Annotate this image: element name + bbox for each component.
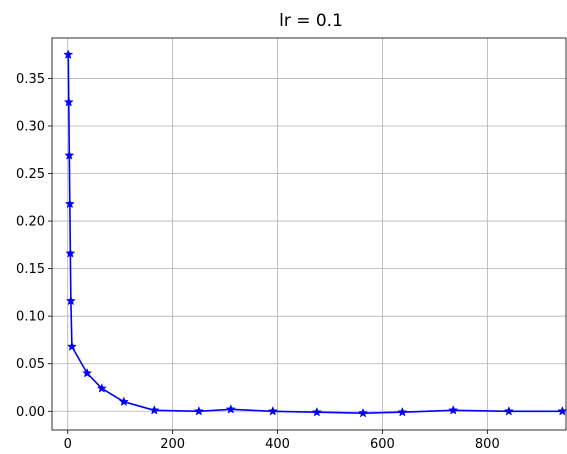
y-tick-label: 0.20: [16, 215, 45, 230]
data-point: [96, 383, 107, 393]
data-point: [149, 405, 160, 415]
data-point: [448, 405, 459, 415]
y-tick-label: 0.05: [16, 357, 45, 372]
x-tick-label: 800: [475, 437, 500, 452]
plot-frame: [51, 37, 567, 431]
y-tick-label: 0.15: [16, 262, 45, 277]
data-point: [267, 405, 278, 416]
data-point: [193, 405, 204, 416]
data-point: [64, 198, 75, 209]
data-point: [358, 407, 369, 418]
x-tick-label: 200: [160, 437, 185, 452]
data-point: [63, 49, 74, 59]
data-point: [65, 295, 76, 306]
y-tick-label: 0.30: [16, 119, 45, 134]
y-tick-label: 0.00: [16, 405, 45, 420]
data-point: [118, 396, 129, 407]
x-tick-label: 0: [64, 437, 72, 452]
y-tick-label: 0.35: [16, 72, 45, 87]
data-point: [397, 406, 408, 417]
axes: 0 200 400 600 800 0.00 0.05 0.10 0.15 0.20 0.25 0.3…: [16, 37, 567, 452]
data-point: [65, 248, 76, 258]
data-point: [63, 96, 74, 107]
data-point: [225, 404, 236, 414]
y-tick-label: 0.25: [16, 167, 45, 182]
data-point: [557, 405, 567, 416]
data-point: [311, 406, 322, 417]
data-point: [503, 405, 514, 416]
series-line: [67, 54, 563, 414]
y-tick-label: 0.10: [16, 310, 45, 325]
data-point: [66, 341, 77, 351]
x-tick-label: 400: [265, 437, 290, 452]
data-point: [64, 150, 75, 160]
data-point: [82, 367, 93, 378]
series-group: [63, 49, 567, 418]
grid-lines: [52, 38, 566, 430]
chart-title: lr = 0.1: [279, 11, 343, 31]
x-tick-label: 600: [370, 437, 395, 452]
